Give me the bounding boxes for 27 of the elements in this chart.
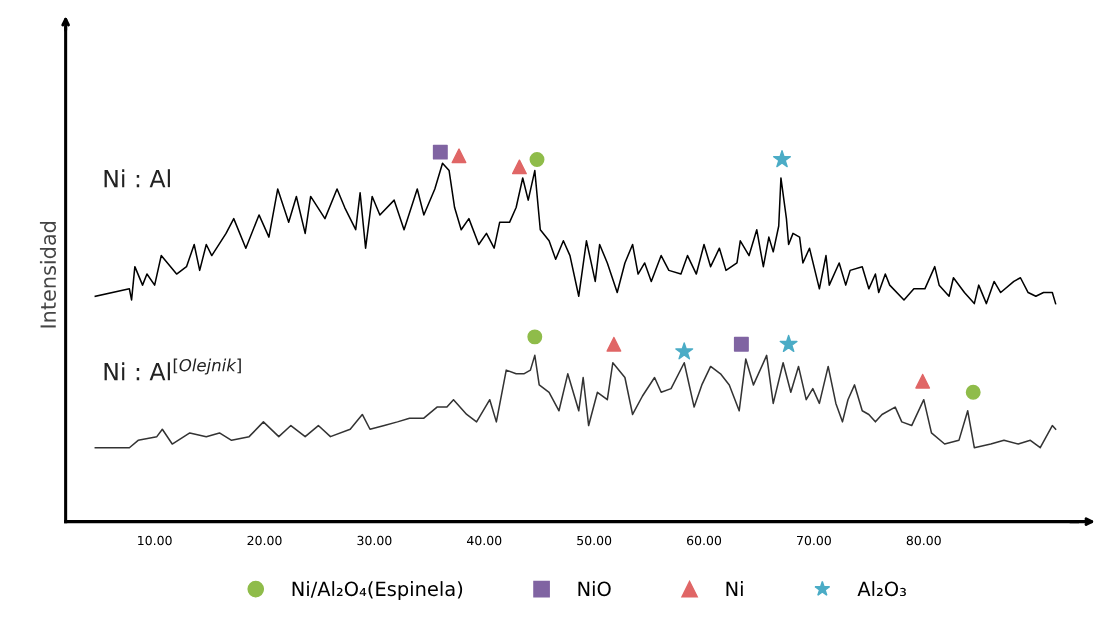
- point: [733, 336, 749, 352]
- x-tick-label: 50.00: [577, 535, 612, 546]
- legend-label: Ni/Al₂O₄(Espinela): [292, 581, 463, 600]
- x-tick-label: 30.00: [357, 535, 392, 546]
- legend-label: Al₂O₃: [857, 581, 906, 597]
- point: [511, 159, 527, 175]
- text: Ni : Al: [104, 169, 170, 188]
- x-tick-label: 70.00: [797, 535, 831, 546]
- point: [675, 342, 694, 360]
- point: [606, 336, 622, 352]
- point: [432, 144, 448, 160]
- point: [527, 329, 543, 345]
- x-tick-label: 40.00: [466, 535, 502, 546]
- point: [529, 152, 545, 167]
- point: [965, 384, 981, 400]
- legend-label: Ni: [726, 581, 743, 596]
- x-tick-label: 10.00: [138, 535, 172, 546]
- x-tick-label: 20.00: [247, 535, 282, 546]
- point: [779, 334, 798, 353]
- y-axis-title: Intensidad: [39, 221, 57, 328]
- text: Ni : Al$^{[Olejnik]}$: [104, 358, 241, 381]
- x-tick-label: 60.00: [686, 535, 722, 546]
- point: [915, 373, 931, 389]
- x-tick-label: 80.00: [906, 535, 941, 546]
- legend-label: NiO: [578, 581, 611, 597]
- point: [772, 150, 792, 168]
- point: [451, 148, 467, 164]
